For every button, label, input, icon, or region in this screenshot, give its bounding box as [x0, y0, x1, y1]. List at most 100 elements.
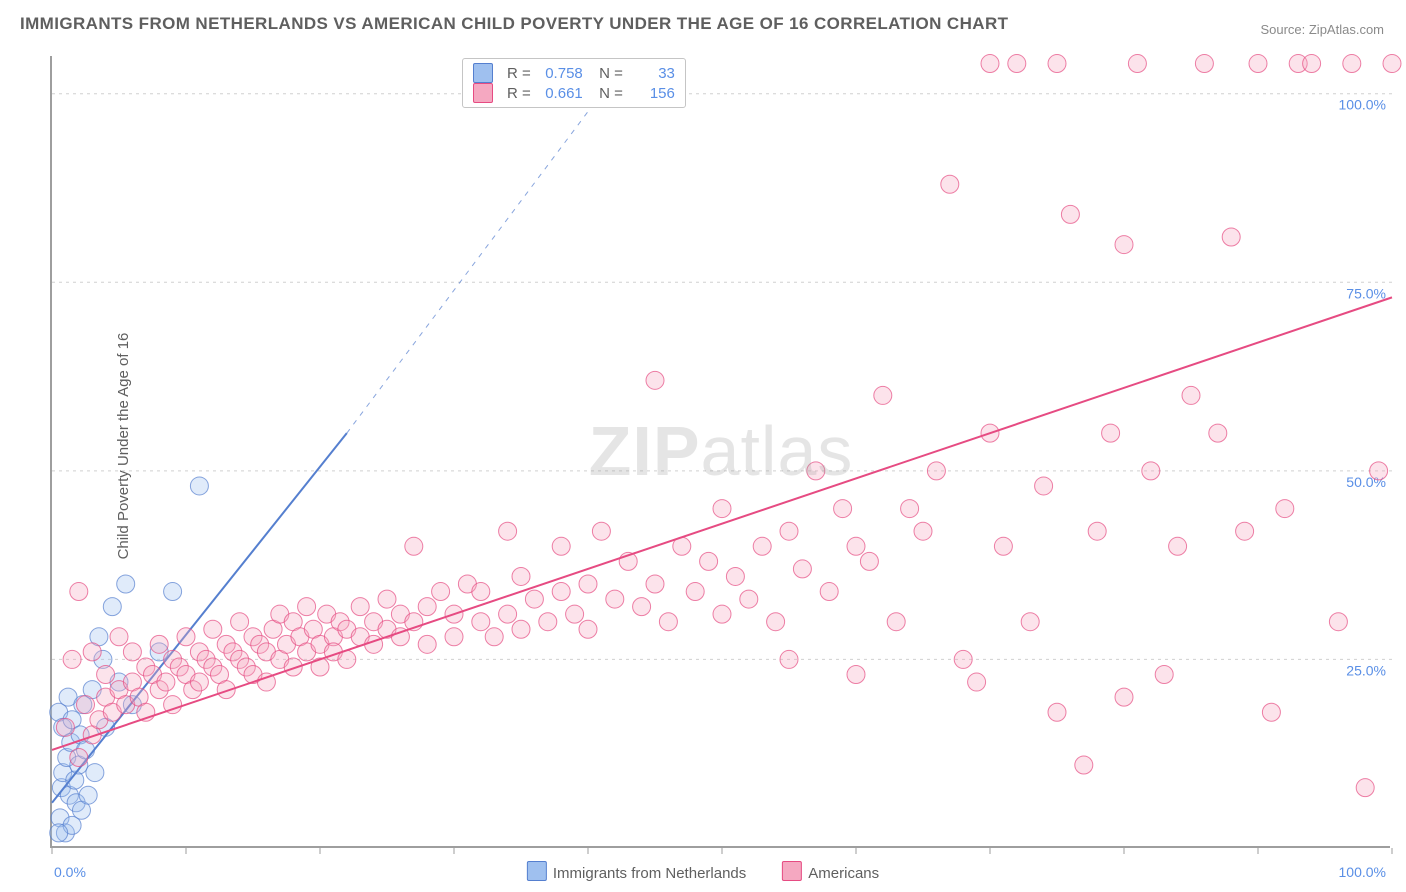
scatter-point-americans [1209, 424, 1227, 442]
scatter-point-americans [874, 386, 892, 404]
scatter-point-americans [177, 628, 195, 646]
scatter-point-americans [157, 673, 175, 691]
y-tick-label: 100.0% [1339, 97, 1386, 113]
scatter-point-americans [633, 598, 651, 616]
scatter-point-americans [1262, 703, 1280, 721]
scatter-point-americans [860, 552, 878, 570]
legend-row-americans: R =0.661 N =156 [473, 83, 675, 103]
scatter-point-americans [793, 560, 811, 578]
scatter-point-americans [97, 666, 115, 684]
n-label: N = [591, 65, 623, 82]
scatter-point-americans [981, 55, 999, 73]
regression-line-americans [52, 297, 1392, 750]
scatter-point-americans [378, 590, 396, 608]
scatter-point-americans [485, 628, 503, 646]
scatter-point-americans [432, 583, 450, 601]
scatter-point-americans [1182, 386, 1200, 404]
scatter-point-americans [418, 598, 436, 616]
scatter-point-americans [887, 613, 905, 631]
scatter-point-americans [1102, 424, 1120, 442]
scatter-point-americans [901, 500, 919, 518]
scatter-point-americans [592, 522, 610, 540]
n-value: 33 [631, 65, 675, 82]
scatter-point-americans [753, 537, 771, 555]
scatter-point-americans [941, 175, 959, 193]
scatter-point-americans [539, 613, 557, 631]
scatter-point-americans [552, 537, 570, 555]
scatter-point-americans [1222, 228, 1240, 246]
scatter-point-americans [418, 635, 436, 653]
legend-label: Immigrants from Netherlands [553, 865, 746, 882]
scatter-point-americans [1088, 522, 1106, 540]
scatter-point-americans [847, 666, 865, 684]
legend-label: Americans [808, 865, 879, 882]
scatter-point-americans [700, 552, 718, 570]
x-axis-min-label: 0.0% [54, 864, 86, 880]
r-value: 0.758 [539, 65, 583, 82]
scatter-point-americans [646, 371, 664, 389]
scatter-point-americans [190, 673, 208, 691]
scatter-point-americans [525, 590, 543, 608]
scatter-point-americans [1128, 55, 1146, 73]
scatter-point-americans [726, 567, 744, 585]
y-tick-label: 25.0% [1346, 662, 1386, 678]
scatter-point-americans [954, 650, 972, 668]
scatter-point-americans [1115, 688, 1133, 706]
scatter-point-americans [150, 635, 168, 653]
y-tick-label: 75.0% [1346, 285, 1386, 301]
scatter-point-americans [1249, 55, 1267, 73]
scatter-point-americans [63, 650, 81, 668]
scatter-point-americans [807, 462, 825, 480]
scatter-point-americans [70, 583, 88, 601]
swatch-icon [473, 83, 493, 103]
scatter-point-americans [83, 643, 101, 661]
scatter-point-americans [552, 583, 570, 601]
scatter-point-americans [405, 537, 423, 555]
scatter-point-americans [1195, 55, 1213, 73]
scatter-point-americans [686, 583, 704, 601]
scatter-point-americans [579, 575, 597, 593]
scatter-point-americans [1276, 500, 1294, 518]
scatter-point-netherlands [164, 583, 182, 601]
scatter-point-americans [512, 620, 530, 638]
scatter-point-americans [472, 613, 490, 631]
scatter-point-americans [780, 522, 798, 540]
x-axis-max-label: 100.0% [1339, 864, 1386, 880]
scatter-point-americans [994, 537, 1012, 555]
scatter-point-americans [445, 628, 463, 646]
scatter-point-americans [499, 522, 517, 540]
scatter-point-americans [1048, 703, 1066, 721]
scatter-point-americans [1021, 613, 1039, 631]
scatter-point-americans [713, 605, 731, 623]
n-label: N = [591, 85, 623, 102]
scatter-point-americans [847, 537, 865, 555]
scatter-point-netherlands [190, 477, 208, 495]
scatter-point-americans [70, 748, 88, 766]
scatter-point-americans [1075, 756, 1093, 774]
series-legend: Immigrants from Netherlands Americans [527, 861, 879, 882]
chart-svg: 25.0%50.0%75.0%100.0% [52, 56, 1390, 846]
legend-item-netherlands: Immigrants from Netherlands [527, 861, 746, 882]
scatter-point-americans [231, 613, 249, 631]
swatch-icon [473, 63, 493, 83]
swatch-icon [527, 861, 547, 881]
scatter-point-americans [351, 598, 369, 616]
correlation-legend: R =0.758 N =33R =0.661 N =156 [462, 58, 686, 108]
scatter-point-americans [512, 567, 530, 585]
scatter-point-americans [1061, 205, 1079, 223]
source-attribution: Source: ZipAtlas.com [1260, 22, 1384, 37]
scatter-point-americans [820, 583, 838, 601]
n-value: 156 [631, 85, 675, 102]
scatter-point-americans [472, 583, 490, 601]
scatter-point-americans [646, 575, 664, 593]
chart-title: IMMIGRANTS FROM NETHERLANDS VS AMERICAN … [20, 14, 1008, 34]
scatter-point-americans [1236, 522, 1254, 540]
scatter-point-americans [740, 590, 758, 608]
scatter-point-americans [123, 643, 141, 661]
scatter-point-netherlands [79, 786, 97, 804]
r-label: R = [507, 65, 531, 82]
scatter-point-americans [1169, 537, 1187, 555]
scatter-point-americans [298, 598, 316, 616]
legend-item-americans: Americans [782, 861, 879, 882]
scatter-point-netherlands [50, 824, 68, 842]
